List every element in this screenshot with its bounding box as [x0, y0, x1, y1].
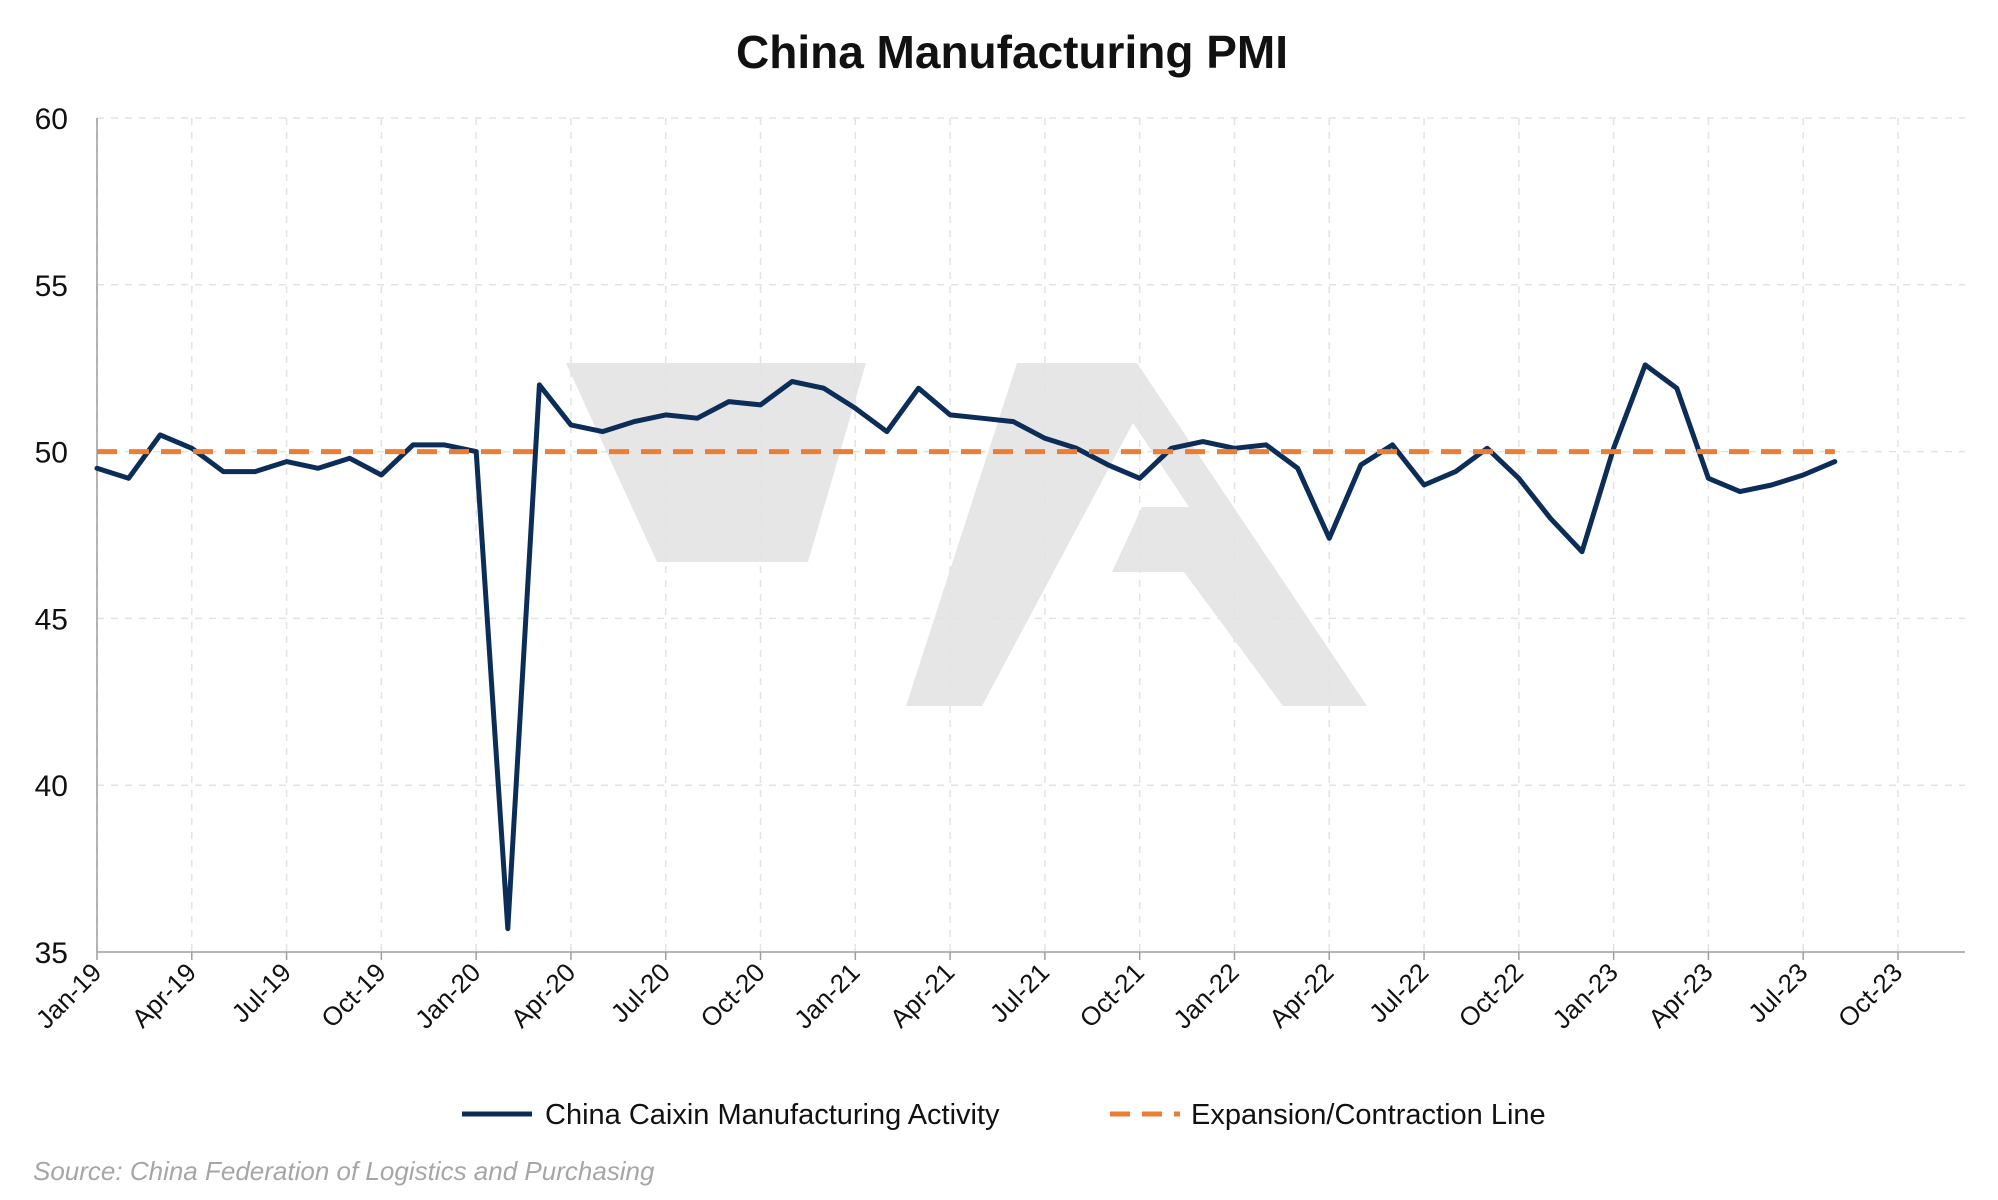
y-axis-ticks: 35 40 45 50 55 60: [35, 103, 68, 970]
legend-label-caixin: China Caixin Manufacturing Activity: [545, 1099, 1000, 1131]
y-tick-label: 55: [35, 270, 68, 303]
x-tick-label: Apr-21: [884, 957, 960, 1033]
axes: [96, 118, 1965, 960]
source-note: Source: China Federation of Logistics an…: [33, 1156, 655, 1186]
watermark-logo: [566, 363, 1367, 706]
x-tick-label: Oct-21: [1074, 957, 1150, 1033]
x-tick-label: Oct-20: [694, 957, 770, 1033]
x-tick-label: Jul-20: [605, 957, 676, 1028]
y-tick-label: 40: [35, 770, 68, 803]
x-tick-label: Oct-19: [315, 957, 391, 1033]
x-tick-label: Jul-19: [226, 957, 297, 1028]
x-tick-label: Jul-21: [984, 957, 1055, 1028]
x-tick-label: Apr-22: [1263, 957, 1339, 1033]
x-tick-label: Apr-19: [126, 957, 202, 1033]
chart-title: China Manufacturing PMI: [736, 26, 1288, 78]
x-tick-label: Jul-22: [1363, 957, 1434, 1028]
x-tick-label: Jul-23: [1742, 957, 1813, 1028]
y-tick-label: 60: [35, 103, 68, 136]
x-tick-label: Jan-20: [409, 957, 486, 1034]
y-tick-label: 35: [35, 937, 68, 970]
x-tick-label: Oct-23: [1832, 957, 1908, 1033]
x-tick-label: Jan-21: [788, 957, 865, 1034]
legend-label-threshold: Expansion/Contraction Line: [1191, 1099, 1546, 1131]
x-tick-label: Oct-22: [1453, 957, 1529, 1033]
x-tick-label: Apr-23: [1642, 957, 1718, 1033]
y-tick-label: 45: [35, 603, 68, 636]
x-tick-label: Jan-23: [1546, 957, 1623, 1034]
x-tick-label: Jan-22: [1167, 957, 1244, 1034]
x-axis-ticks: Jan-19 Apr-19 Jul-19 Oct-19 Jan-20 Apr-20 Jul-…: [30, 957, 1908, 1034]
x-tick-label: Apr-20: [505, 957, 581, 1033]
legend: China Caixin Manufacturing Activity Expa…: [462, 1099, 1546, 1131]
y-tick-label: 50: [35, 437, 68, 470]
series-lines: [94, 362, 1838, 932]
caixin-pmi-line: [94, 362, 1838, 932]
